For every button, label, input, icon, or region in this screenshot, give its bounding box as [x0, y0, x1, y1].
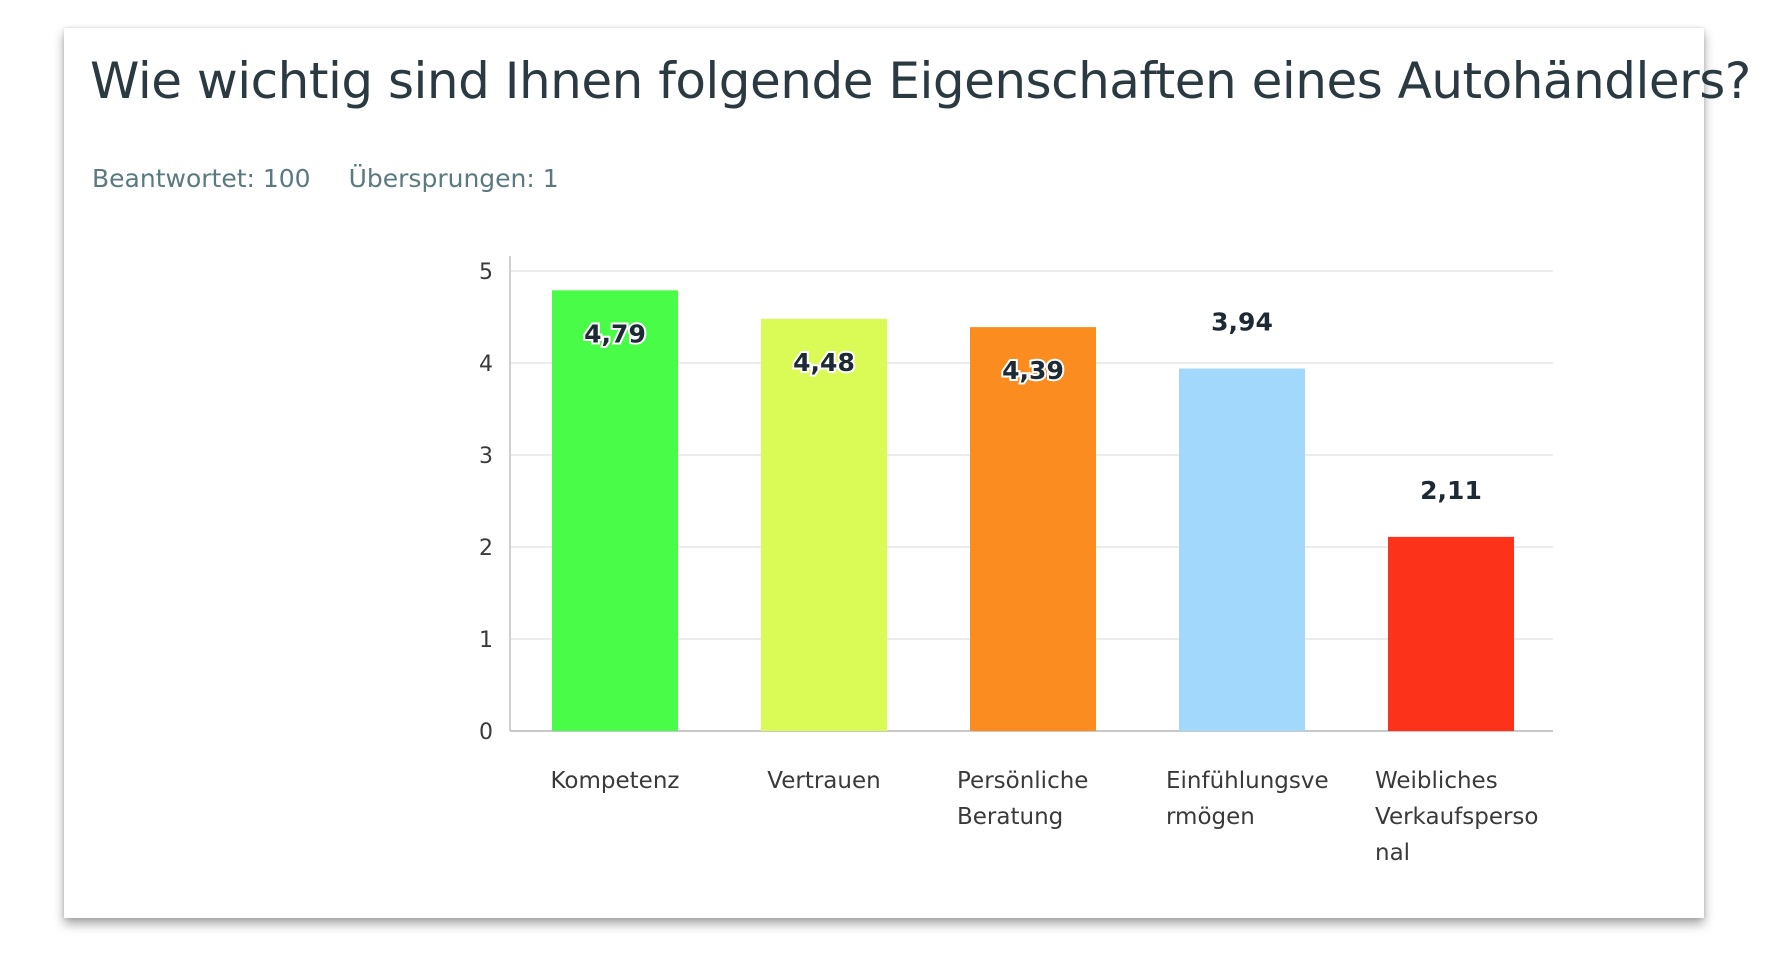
bar [761, 318, 887, 731]
x-tick-label: Einfühlungsve [1166, 768, 1329, 794]
question-title: Wie wichtig sind Ihnen folgende Eigensch… [90, 52, 1751, 110]
data-label: 4,39 [1002, 356, 1064, 385]
x-tick-label: Verkaufsperso [1375, 804, 1538, 830]
x-tick-label: Kompetenz [551, 768, 680, 794]
skipped-count: Übersprungen: 1 [348, 164, 559, 193]
data-label: 4,48 [793, 348, 855, 377]
data-label: 3,94 [1211, 308, 1273, 337]
bar [1179, 368, 1305, 731]
bar [1388, 536, 1514, 731]
y-tick-label: 5 [479, 260, 493, 285]
x-tick-label: nal [1375, 840, 1410, 866]
y-tick-label: 0 [479, 720, 493, 745]
y-tick-label: 4 [479, 352, 493, 377]
data-label: 4,79 [584, 319, 646, 348]
x-tick-label: Persönliche [957, 768, 1088, 794]
x-tick-label: Weibliches [1375, 768, 1498, 794]
bar [970, 327, 1096, 731]
data-label: 2,11 [1420, 476, 1482, 505]
y-tick-label: 2 [479, 536, 493, 561]
bar [552, 290, 678, 731]
response-stats: Beantwortet: 100 Übersprungen: 1 [92, 164, 559, 193]
y-tick-label: 1 [479, 628, 493, 653]
x-tick-label: rmögen [1166, 804, 1255, 830]
x-tick-label: Beratung [957, 804, 1063, 830]
x-tick-label: Vertrauen [767, 768, 880, 794]
answered-count: Beantwortet: 100 [92, 164, 311, 193]
y-tick-label: 3 [479, 444, 493, 469]
